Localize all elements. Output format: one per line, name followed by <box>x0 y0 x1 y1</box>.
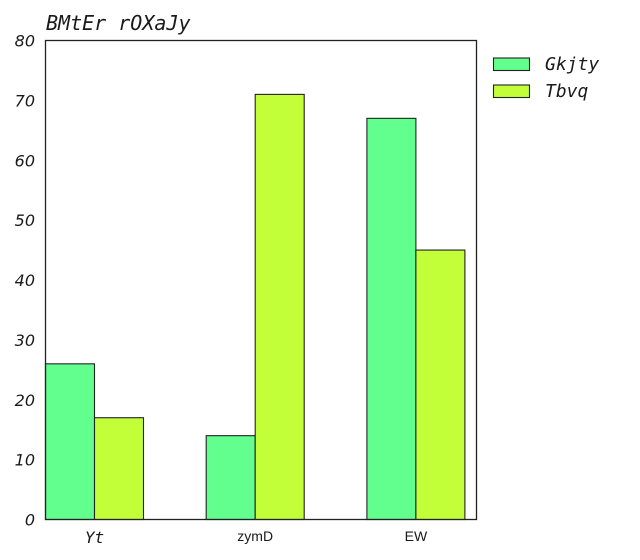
bar-gkjty-ew <box>366 117 417 521</box>
plot-area-frame <box>44 39 478 521</box>
legend-swatch-gkjty <box>492 57 531 72</box>
x-axis-ticks: Yt zymD EW <box>85 528 428 547</box>
y-axis-ticks: 0 10 20 30 40 50 60 70 80 <box>15 32 35 530</box>
y-tick-label: 80 <box>15 32 35 51</box>
y-tick-label: 20 <box>15 391 35 410</box>
legend-label-tbvq: Tbvq <box>545 81 589 102</box>
y-tick-label: 40 <box>15 271 35 290</box>
legend-swatch-tbvq <box>492 84 531 99</box>
bar-tbvq-zymd <box>254 93 305 521</box>
chart-title: BMtEr rOXaJy <box>46 11 191 35</box>
legend: Gkjty Tbvq <box>492 54 599 102</box>
y-tick-label: 60 <box>15 151 35 170</box>
legend-label-gkjty: Gkjty <box>545 54 599 75</box>
bar-tbvq-ew <box>415 249 466 521</box>
x-tick-label: Yt <box>85 528 104 547</box>
bar-gkjty-yt <box>44 363 96 521</box>
y-tick-label: 50 <box>15 211 35 230</box>
bar-tbvq-yt <box>93 417 145 521</box>
y-tick-label: 0 <box>25 511 35 530</box>
bars-group <box>44 93 466 521</box>
y-tick-label: 70 <box>15 91 35 110</box>
bar-gkjty-zymd <box>205 435 256 521</box>
x-tick-label: EW <box>405 528 428 544</box>
x-tick-label: zymD <box>237 528 273 544</box>
y-tick-label: 30 <box>15 331 35 350</box>
y-tick-label: 10 <box>15 451 35 470</box>
